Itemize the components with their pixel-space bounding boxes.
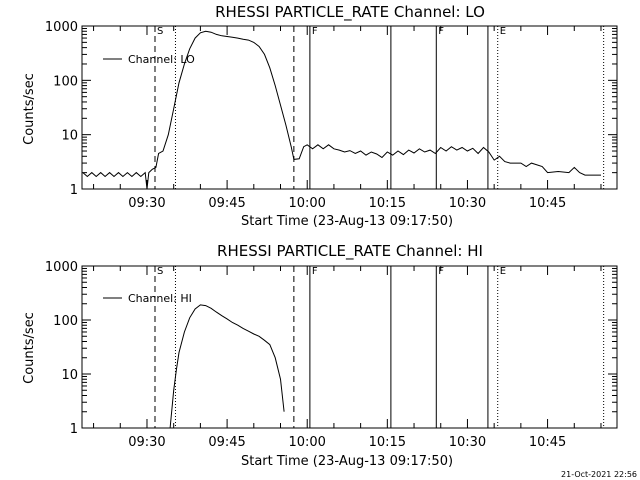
x-tick-label: 10:45 <box>529 435 566 450</box>
y-tick-label: 1 <box>70 422 78 437</box>
x-tick-label: 10:00 <box>288 435 325 450</box>
event-marker-label: F <box>438 26 444 37</box>
plot-frame <box>82 266 617 428</box>
y-tick-label: 1 <box>70 183 78 198</box>
x-tick-label: 10:30 <box>449 435 486 450</box>
chart-title: RHESSI PARTICLE_RATE Channel: HI <box>217 242 483 261</box>
y-tick-label: 100 <box>53 74 78 89</box>
x-axis-label: Start Time (23-Aug-13 09:17:50) <box>241 214 453 229</box>
series-line <box>170 305 284 428</box>
chart-panel-hi: RHESSI PARTICLE_RATE Channel: HI Start T… <box>22 242 617 469</box>
x-tick-label: 10:15 <box>369 196 406 211</box>
y-tick-label: 100 <box>53 314 78 329</box>
x-tick-label: 09:30 <box>128 435 165 450</box>
x-tick-label: 09:45 <box>208 196 245 211</box>
event-marker-label: S <box>157 26 163 37</box>
y-tick-label: 1000 <box>45 20 78 35</box>
y-tick-label: 10 <box>61 129 78 144</box>
x-tick-label: 10:30 <box>449 196 486 211</box>
legend-label: Channel: LO <box>128 53 195 66</box>
x-tick-label: 09:45 <box>208 435 245 450</box>
event-marker-label: F <box>312 26 318 37</box>
legend-label: Channel: HI <box>128 292 192 305</box>
y-axis-label: Counts/sec <box>22 312 37 384</box>
chart-canvas: RHESSI PARTICLE_RATE Channel: LO Start T… <box>0 0 640 480</box>
y-tick-label: 10 <box>61 368 78 383</box>
y-axis-label: Counts/sec <box>22 73 37 145</box>
chart-panel-lo: RHESSI PARTICLE_RATE Channel: LO Start T… <box>22 3 617 229</box>
event-marker-label: S <box>157 266 163 277</box>
x-tick-label: 10:00 <box>288 196 325 211</box>
event-marker-label: F <box>438 266 444 277</box>
footer-timestamp: 21-Oct-2021 22:56 <box>561 470 637 479</box>
x-axis-label: Start Time (23-Aug-13 09:17:50) <box>241 454 453 469</box>
y-tick-label: 1000 <box>45 260 78 275</box>
chart-title: RHESSI PARTICLE_RATE Channel: LO <box>215 3 485 22</box>
x-tick-label: 10:45 <box>529 196 566 211</box>
x-tick-label: 10:15 <box>369 435 406 450</box>
x-tick-label: 09:30 <box>128 196 165 211</box>
event-marker-label: E <box>500 26 506 37</box>
event-marker-label: F <box>312 266 318 277</box>
event-marker-label: E <box>500 266 506 277</box>
